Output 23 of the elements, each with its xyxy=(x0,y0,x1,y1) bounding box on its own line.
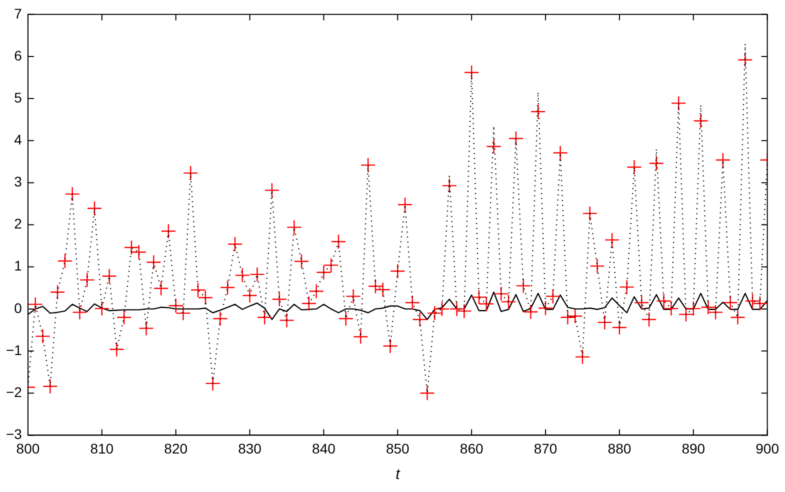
y-tick-label: 4 xyxy=(14,132,22,148)
x-tick-label: 840 xyxy=(312,440,336,456)
y-tick-label: −1 xyxy=(6,342,22,358)
y-tick-label: 3 xyxy=(14,174,22,190)
x-tick-label: 880 xyxy=(608,440,632,456)
y-tick-label: 5 xyxy=(14,89,22,106)
x-tick-label: 830 xyxy=(238,440,262,456)
x-tick-label: 810 xyxy=(90,440,114,456)
y-tick-label: 1 xyxy=(14,258,22,274)
x-tick-label: 820 xyxy=(164,440,188,456)
x-tick-label: 890 xyxy=(682,440,706,456)
x-tick-label: 850 xyxy=(386,440,410,456)
x-tick-label: 800 xyxy=(16,440,40,456)
y-tick-label: 6 xyxy=(14,47,22,64)
y-tick-label: −3 xyxy=(6,426,22,442)
y-tick-label: 0 xyxy=(14,300,22,316)
y-tick-label: −2 xyxy=(6,384,22,400)
x-axis-title: t xyxy=(396,466,401,484)
x-tick-label: 870 xyxy=(534,440,558,456)
y-tick-label: 2 xyxy=(14,216,22,232)
x-tick-label: 860 xyxy=(460,440,484,456)
y-tick-label: 7 xyxy=(14,5,22,22)
x-tick-label: 900 xyxy=(756,440,780,456)
